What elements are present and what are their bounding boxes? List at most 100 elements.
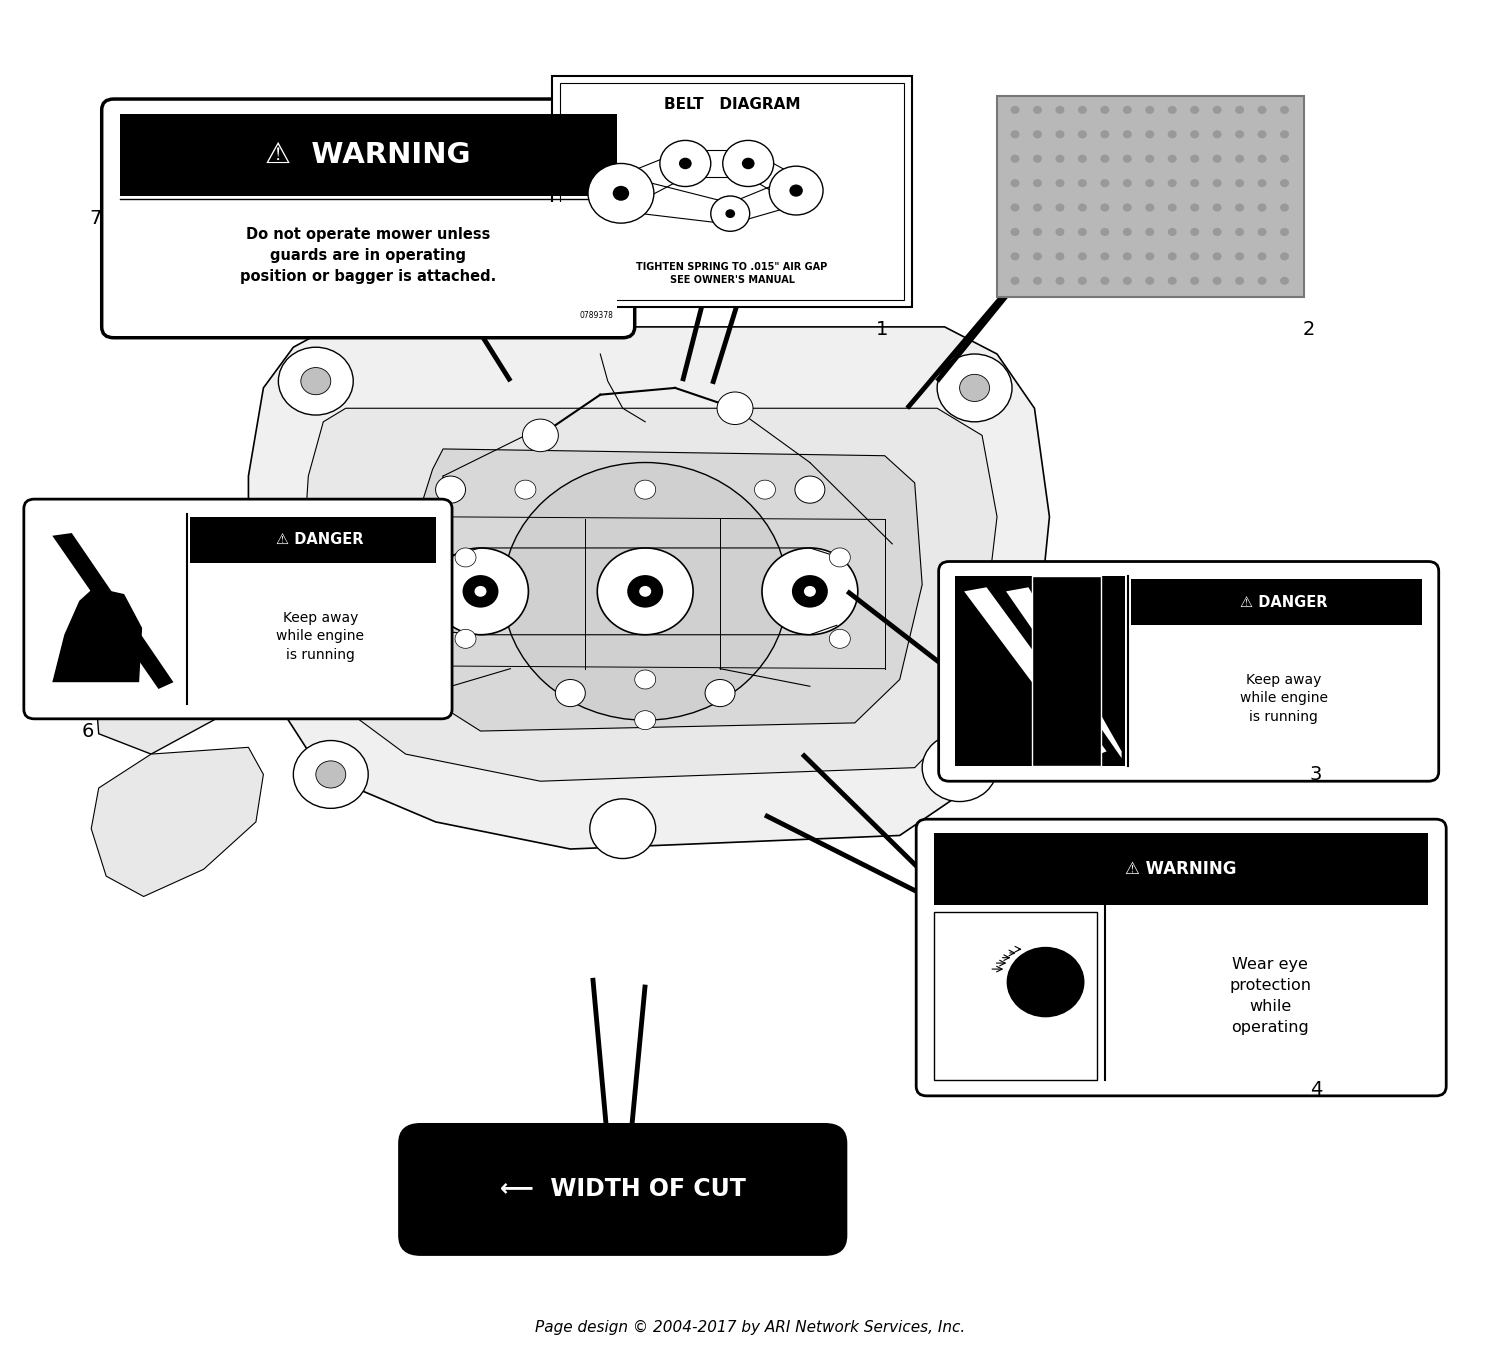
- Bar: [1032, 591, 1101, 701]
- Circle shape: [1034, 155, 1042, 163]
- Bar: [120, 202, 616, 322]
- Circle shape: [302, 367, 332, 394]
- Circle shape: [1078, 155, 1088, 163]
- Circle shape: [660, 140, 711, 186]
- Circle shape: [454, 548, 476, 567]
- Bar: [1131, 579, 1422, 625]
- Circle shape: [1146, 155, 1155, 163]
- Polygon shape: [964, 587, 1107, 758]
- Bar: [40, 514, 184, 704]
- Bar: [120, 114, 616, 197]
- Text: ⟵  WIDTH OF CUT: ⟵ WIDTH OF CUT: [500, 1177, 746, 1201]
- Text: ⚠ WARNING: ⚠ WARNING: [1125, 860, 1238, 878]
- Circle shape: [1011, 253, 1020, 261]
- Circle shape: [1234, 204, 1244, 212]
- Circle shape: [1234, 179, 1244, 188]
- Circle shape: [1280, 179, 1288, 188]
- Circle shape: [1056, 130, 1065, 139]
- Circle shape: [1280, 130, 1288, 139]
- Circle shape: [1101, 253, 1110, 261]
- Circle shape: [1011, 179, 1020, 188]
- Circle shape: [634, 480, 656, 499]
- Circle shape: [1078, 106, 1088, 114]
- Circle shape: [1146, 228, 1155, 236]
- Text: 2: 2: [1302, 321, 1314, 340]
- Circle shape: [1124, 228, 1132, 236]
- Circle shape: [1124, 106, 1132, 114]
- Circle shape: [680, 158, 692, 170]
- Text: ⚠ DANGER: ⚠ DANGER: [1240, 595, 1328, 610]
- Circle shape: [1234, 155, 1244, 163]
- Polygon shape: [76, 516, 166, 639]
- Polygon shape: [92, 584, 279, 754]
- Text: 7: 7: [90, 209, 102, 228]
- Circle shape: [474, 586, 486, 597]
- Circle shape: [1257, 130, 1266, 139]
- Circle shape: [503, 462, 788, 720]
- Circle shape: [522, 419, 558, 451]
- Text: ⚠  WARNING: ⚠ WARNING: [266, 141, 471, 169]
- Circle shape: [1056, 106, 1065, 114]
- Circle shape: [1234, 253, 1244, 261]
- Circle shape: [1146, 277, 1155, 285]
- Circle shape: [1101, 130, 1110, 139]
- Circle shape: [1124, 253, 1132, 261]
- Circle shape: [830, 548, 850, 567]
- Circle shape: [922, 734, 998, 802]
- Circle shape: [1124, 155, 1132, 163]
- Circle shape: [1124, 130, 1132, 139]
- Circle shape: [1234, 106, 1244, 114]
- Circle shape: [1257, 277, 1266, 285]
- Polygon shape: [249, 328, 1050, 849]
- Circle shape: [1167, 179, 1176, 188]
- Circle shape: [1212, 253, 1221, 261]
- Circle shape: [705, 680, 735, 707]
- Circle shape: [1234, 130, 1244, 139]
- Circle shape: [742, 158, 754, 170]
- Circle shape: [1011, 106, 1020, 114]
- Circle shape: [1257, 253, 1266, 261]
- Circle shape: [1167, 155, 1176, 163]
- Circle shape: [1280, 277, 1288, 285]
- Circle shape: [1167, 106, 1176, 114]
- Circle shape: [1056, 228, 1065, 236]
- Circle shape: [830, 629, 850, 648]
- FancyBboxPatch shape: [939, 561, 1438, 781]
- Circle shape: [1056, 155, 1065, 163]
- Text: BELT   DIAGRAM: BELT DIAGRAM: [664, 98, 801, 113]
- Circle shape: [1146, 130, 1155, 139]
- Circle shape: [1280, 204, 1288, 212]
- Circle shape: [588, 163, 654, 223]
- Circle shape: [1011, 155, 1020, 163]
- Text: 3: 3: [1310, 765, 1322, 784]
- Circle shape: [1078, 253, 1088, 261]
- Circle shape: [1190, 204, 1198, 212]
- Circle shape: [1212, 179, 1221, 188]
- FancyBboxPatch shape: [24, 499, 451, 719]
- Circle shape: [627, 575, 663, 607]
- Text: ⚠ DANGER: ⚠ DANGER: [276, 533, 364, 548]
- Circle shape: [1167, 253, 1176, 261]
- Circle shape: [1078, 130, 1088, 139]
- Circle shape: [1034, 130, 1042, 139]
- Circle shape: [1146, 106, 1155, 114]
- Bar: [1032, 576, 1101, 766]
- Bar: [956, 576, 1125, 766]
- Circle shape: [1056, 277, 1065, 285]
- Circle shape: [1212, 155, 1221, 163]
- Text: Keep away
while engine
is running: Keep away while engine is running: [276, 610, 364, 662]
- Circle shape: [1078, 228, 1088, 236]
- Circle shape: [1011, 277, 1020, 285]
- Circle shape: [634, 711, 656, 730]
- Text: Do not operate mower unless
guards are in operating
position or bagger is attach: Do not operate mower unless guards are i…: [240, 227, 496, 284]
- Circle shape: [1101, 179, 1110, 188]
- Circle shape: [1101, 155, 1110, 163]
- Circle shape: [1011, 130, 1020, 139]
- Circle shape: [770, 166, 824, 215]
- Circle shape: [1212, 228, 1221, 236]
- Circle shape: [1190, 277, 1198, 285]
- Circle shape: [454, 629, 476, 648]
- Circle shape: [1101, 228, 1110, 236]
- Circle shape: [590, 799, 656, 859]
- Circle shape: [435, 476, 465, 503]
